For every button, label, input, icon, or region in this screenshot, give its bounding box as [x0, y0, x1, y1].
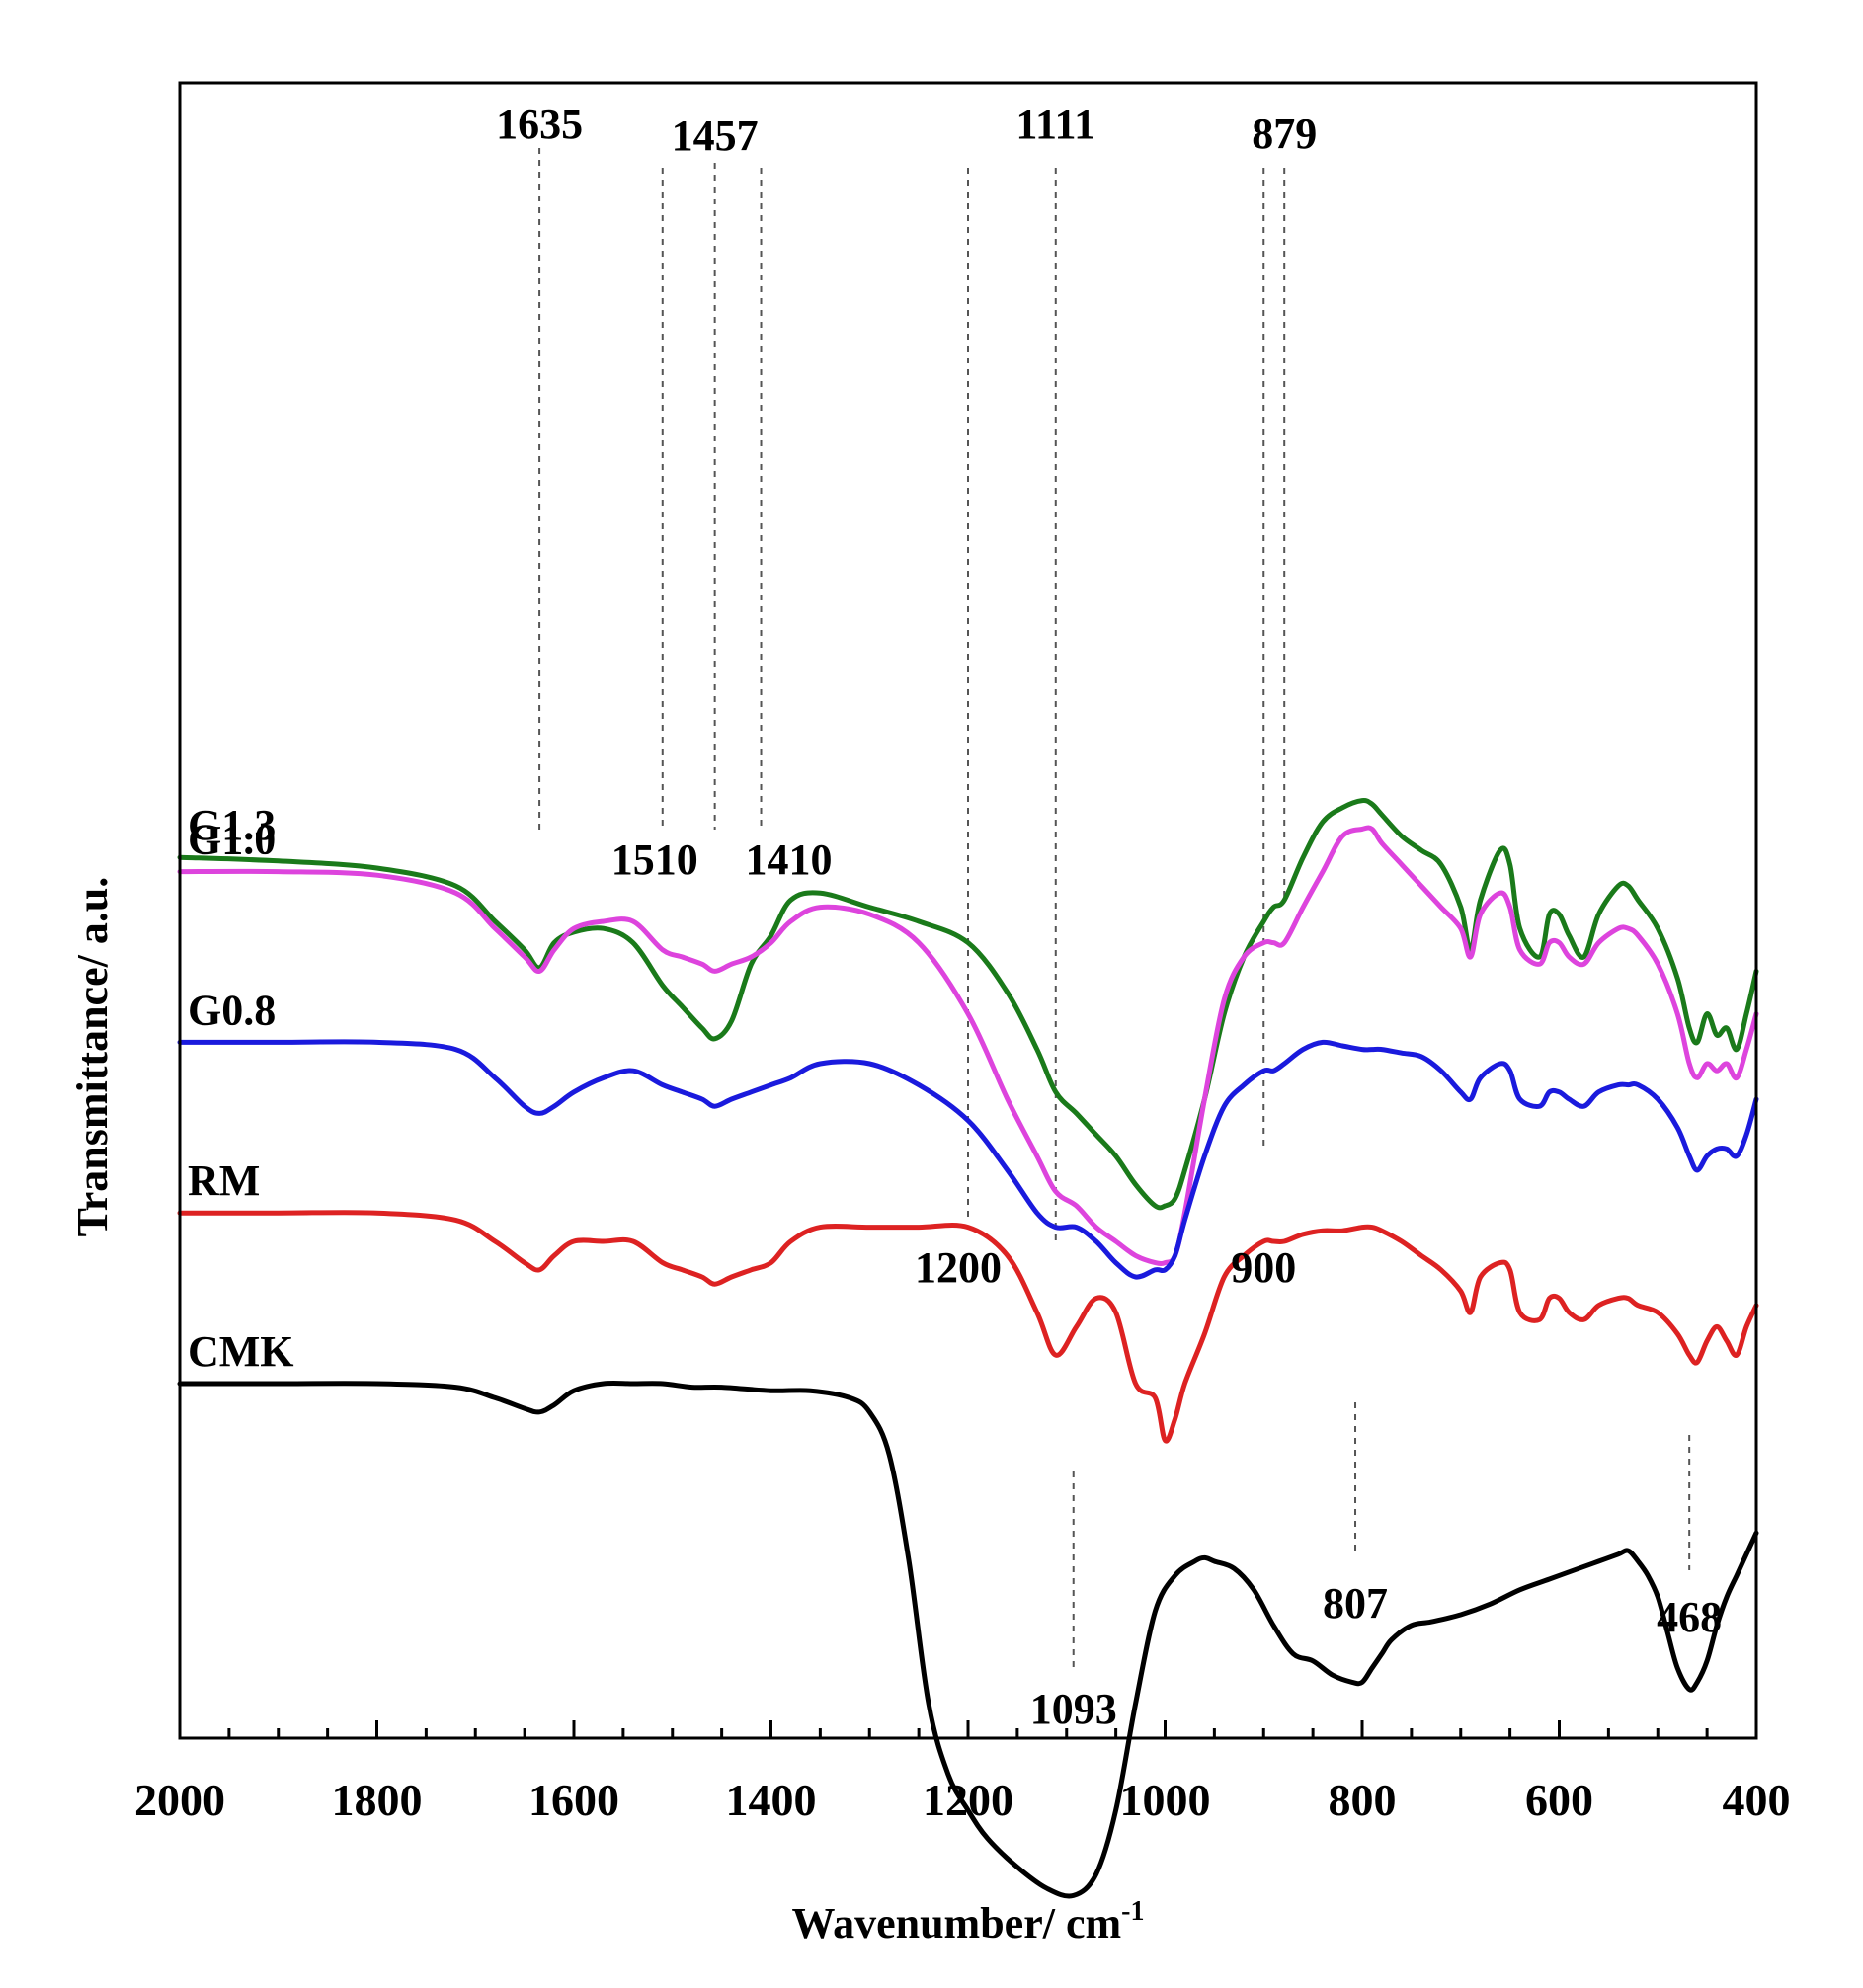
- peak-label-900: 900: [1231, 1243, 1296, 1292]
- peak-label-468: 468: [1657, 1593, 1722, 1641]
- series-label-cmk: CMK: [188, 1327, 294, 1376]
- x-axis-title-text: Wavenumber/ cm: [792, 1899, 1122, 1948]
- x-tick-label-800: 800: [1329, 1775, 1397, 1825]
- peak-guide-lines: [538, 148, 1691, 1669]
- x-tick-label-600: 600: [1525, 1775, 1593, 1825]
- peak-label-879: 879: [1252, 110, 1317, 158]
- x-tick-label-400: 400: [1723, 1775, 1791, 1825]
- x-axis-tick-labels: 2000 1800 1600 1400 1200 1000 800 600 400: [134, 1775, 1791, 1825]
- x-axis-title-superscript: -1: [1121, 1896, 1144, 1927]
- series-label-g0-8: G0.8: [188, 986, 276, 1034]
- series-line-g1-0: [177, 825, 1759, 1266]
- peak-label-1111: 1111: [1015, 100, 1095, 148]
- x-tick-label-1000: 1000: [1120, 1775, 1211, 1825]
- series-line-g1-3: [177, 797, 1759, 1211]
- peak-label-1200: 1200: [915, 1243, 1002, 1292]
- peak-label-807: 807: [1323, 1579, 1388, 1628]
- series-label-g1-3: G1.3: [188, 801, 276, 849]
- series-label-rm: RM: [188, 1156, 260, 1205]
- peak-label-1510: 1510: [611, 835, 698, 884]
- y-axis-title: Transmittance/ a.u.: [68, 877, 117, 1237]
- spectra-curves: [177, 797, 1759, 1899]
- series-line-cmk: [177, 1380, 1759, 1899]
- annotation-labels: 1635 1457 1111 879 1510 1410 1200 900 1093 807 468: [496, 100, 1722, 1733]
- x-axis-title: Wavenumber/ cm-1: [792, 1896, 1145, 1948]
- peak-label-1410: 1410: [746, 835, 833, 884]
- plot-frame: [178, 81, 1758, 1740]
- peak-label-1635: 1635: [496, 100, 583, 148]
- peak-label-1457: 1457: [672, 112, 759, 160]
- x-axis-ticks: [178, 1720, 1758, 1738]
- x-tick-label-2000: 2000: [134, 1775, 225, 1825]
- series-labels: G1.3G1.0 G0.8 RM CMK: [188, 801, 294, 1376]
- peak-label-1093: 1093: [1030, 1685, 1117, 1733]
- x-tick-label-1600: 1600: [528, 1775, 619, 1825]
- x-tick-label-1400: 1400: [726, 1775, 817, 1825]
- series-line-g0-8: [177, 1039, 1759, 1280]
- series-label-g1-0: G1.0: [188, 816, 276, 864]
- series-line-rm: [177, 1210, 1759, 1444]
- x-tick-label-1800: 1800: [332, 1775, 423, 1825]
- x-tick-label-1200: 1200: [923, 1775, 1013, 1825]
